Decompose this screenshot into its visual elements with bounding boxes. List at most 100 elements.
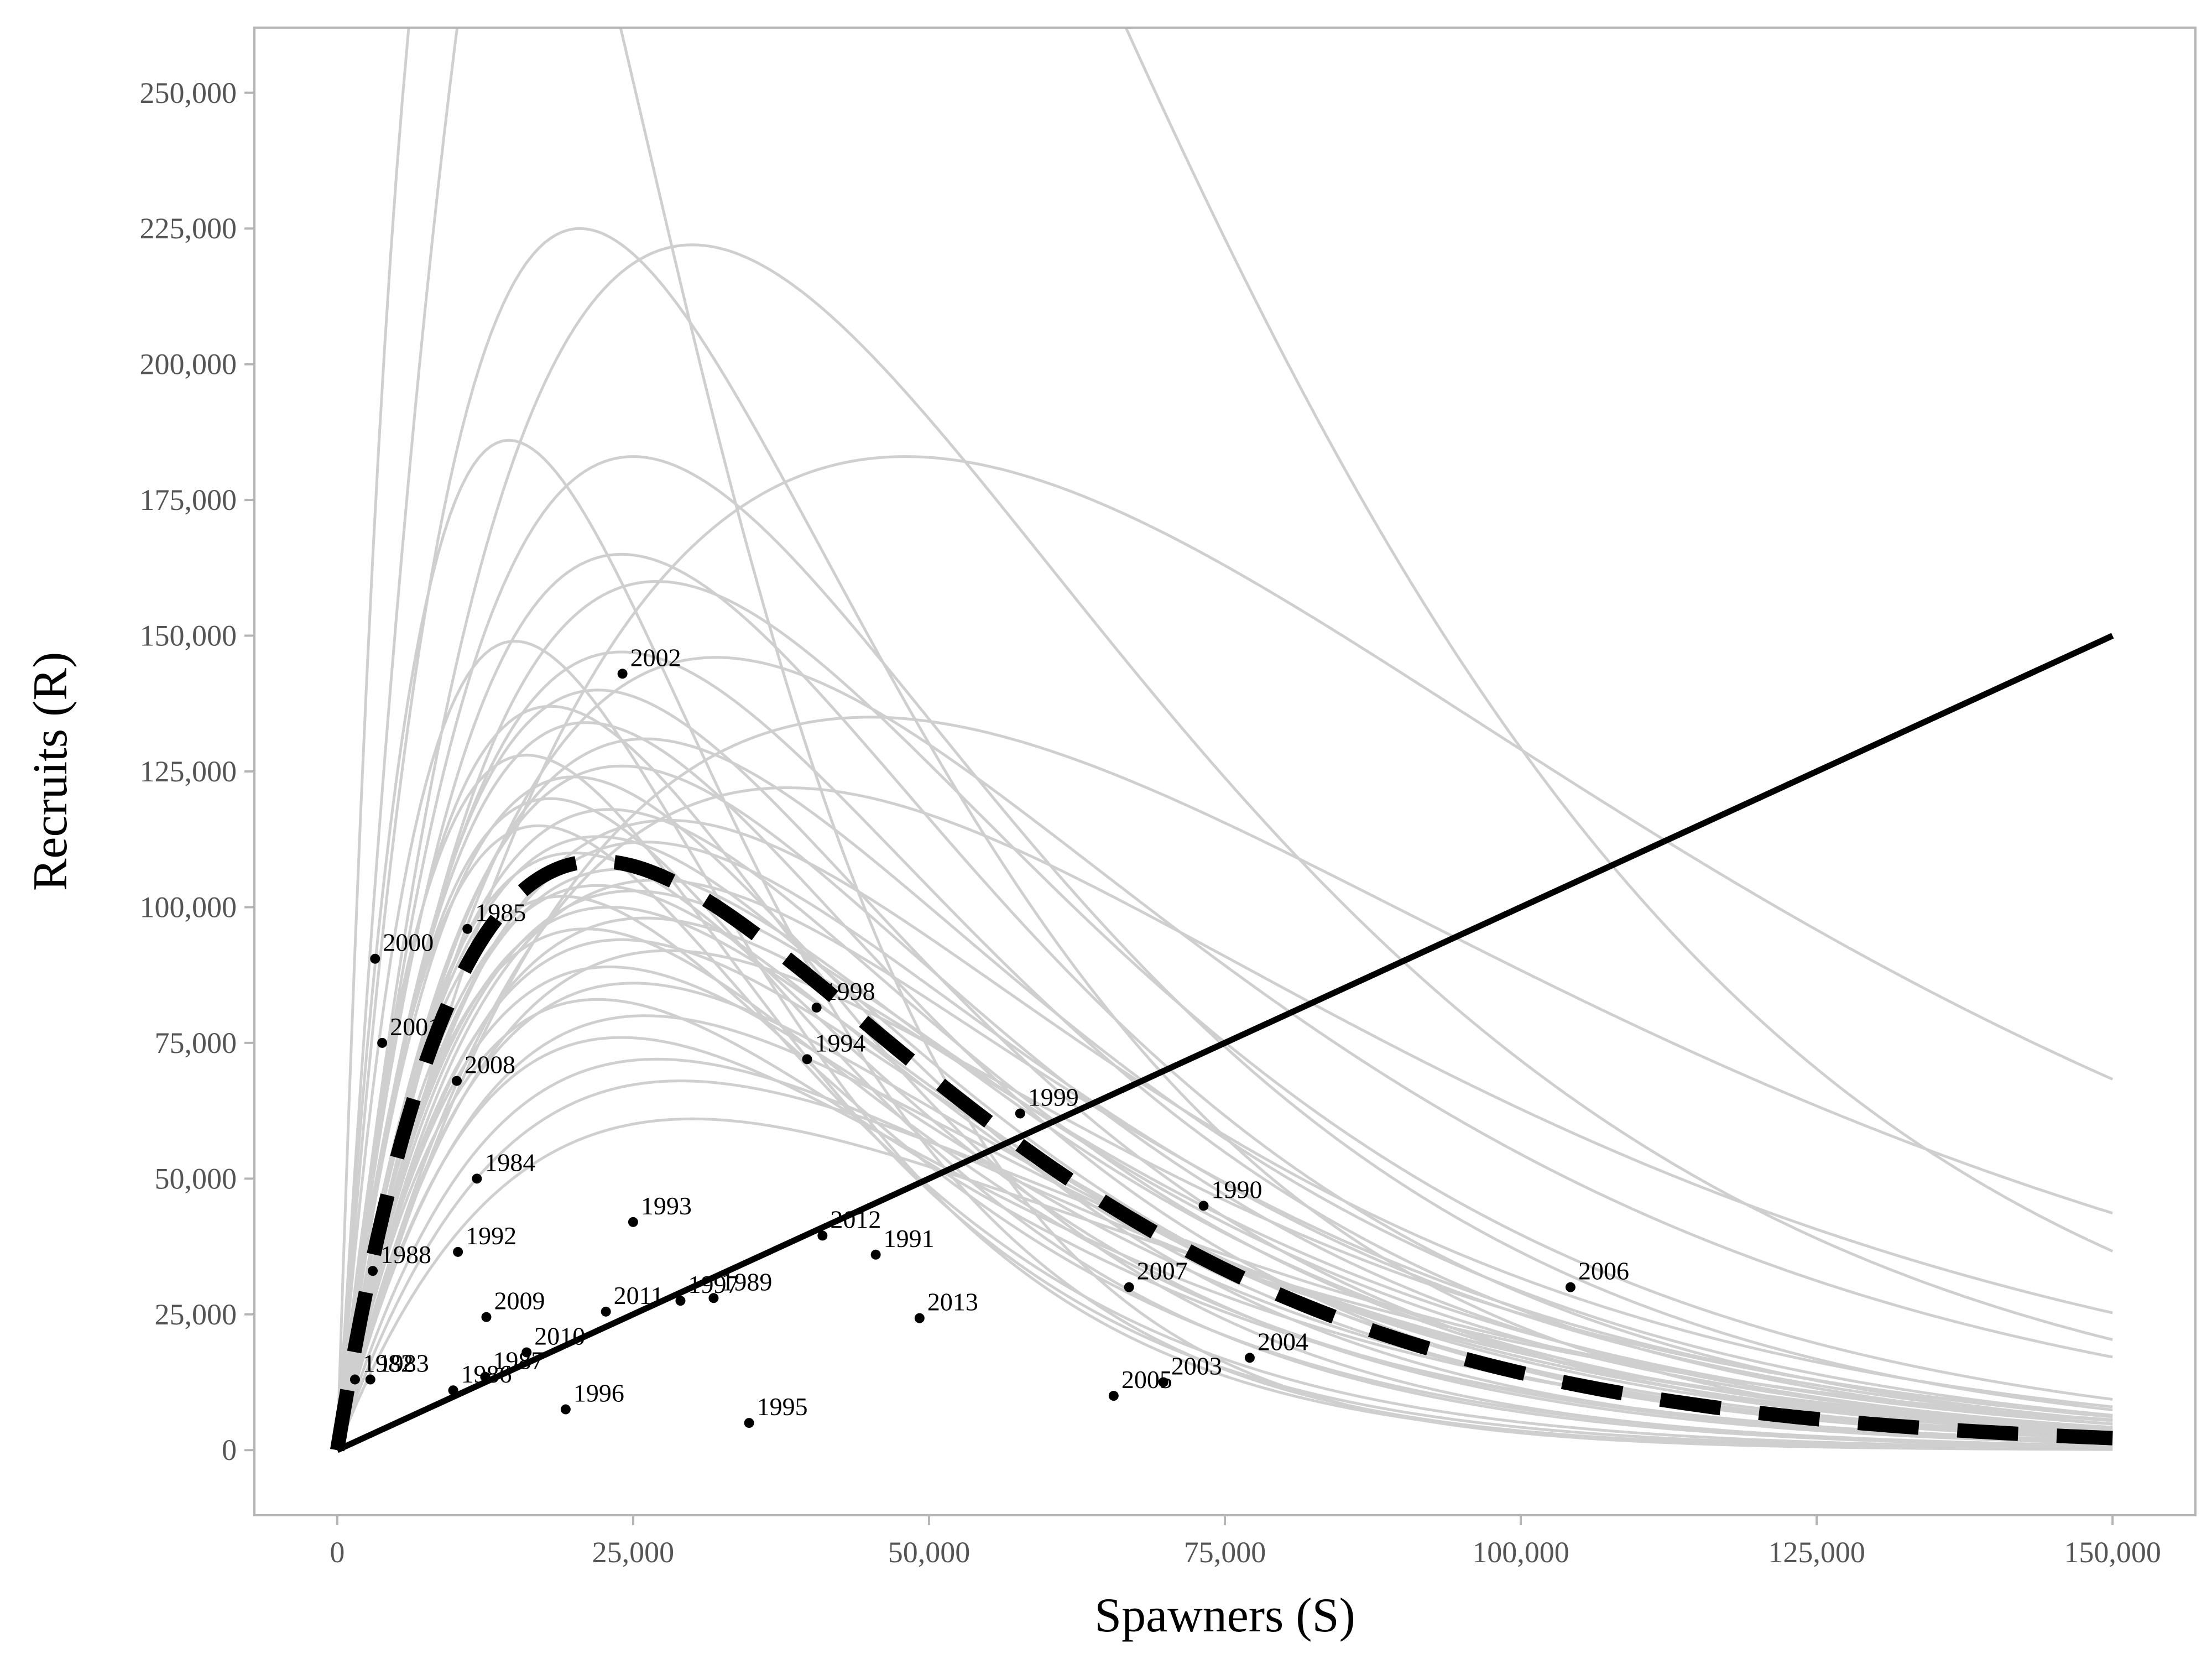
data-point-2006 <box>1565 1282 1575 1292</box>
posterior-curve-9 <box>336 639 2113 1451</box>
point-label-1998: 1998 <box>825 977 875 1005</box>
data-point-1997 <box>675 1296 686 1306</box>
posterior-curve-4 <box>336 455 2114 1451</box>
point-label-2011: 2011 <box>614 1281 664 1310</box>
posterior-curve-31 <box>336 889 2113 1451</box>
data-point-2002 <box>617 669 628 679</box>
point-label-1992: 1992 <box>466 1222 517 1250</box>
posterior-curve-24 <box>336 824 2113 1451</box>
y-tick-label-2: 50,000 <box>155 1162 237 1195</box>
data-point-2003 <box>1158 1377 1168 1387</box>
point-label-2006: 2006 <box>1578 1257 1629 1285</box>
data-point-1995 <box>744 1418 754 1428</box>
posterior-curve-2 <box>336 243 2113 1451</box>
data-point-1986 <box>448 1385 458 1396</box>
point-label-1996: 1996 <box>573 1379 624 1407</box>
median-ricker-curve <box>330 853 2113 1452</box>
posterior-curve-35 <box>336 927 2113 1451</box>
data-point-2000 <box>370 953 380 964</box>
point-label-1985: 1985 <box>475 899 526 927</box>
data-point-2004 <box>1244 1353 1255 1363</box>
x-axis-title: Spawners (S) <box>1094 1589 1355 1642</box>
data-points: 1982198319841985198619871988198919901991… <box>349 643 1629 1428</box>
data-point-2001 <box>377 1037 388 1048</box>
posterior-curve-18 <box>336 764 2113 1451</box>
data-point-1999 <box>1015 1108 1025 1119</box>
point-label-2007: 2007 <box>1137 1257 1188 1285</box>
y-axis-title: Recruits (R) <box>24 652 77 891</box>
axes: 0 25,000 50,000 75,000 100,000 125,000 150,000… <box>140 27 2197 1569</box>
point-label-2008: 2008 <box>465 1051 515 1079</box>
data-point-1988 <box>368 1266 378 1276</box>
point-label-2002: 2002 <box>630 643 681 671</box>
data-point-1992 <box>453 1246 463 1257</box>
point-label-1999: 1999 <box>1028 1083 1079 1112</box>
point-label-2003: 2003 <box>1171 1352 1222 1380</box>
point-label-1990: 1990 <box>1211 1175 1262 1203</box>
point-label-2001: 2001 <box>390 1013 441 1041</box>
data-point-2007 <box>1124 1282 1134 1292</box>
point-label-1989: 1989 <box>721 1267 772 1296</box>
posterior-curve-23 <box>336 818 2113 1451</box>
y-tick-label-6: 150,000 <box>140 619 237 653</box>
reference-lines <box>330 633 2114 1453</box>
point-label-2000: 2000 <box>383 928 434 957</box>
data-point-1993 <box>628 1217 638 1227</box>
point-label-2013: 2013 <box>927 1288 978 1316</box>
x-tick-label-2: 50,000 <box>888 1536 971 1569</box>
data-point-2012 <box>817 1230 828 1241</box>
y-tick-label-8: 200,000 <box>140 348 237 381</box>
data-point-1984 <box>472 1173 482 1184</box>
posterior-curve-17 <box>336 753 2113 1451</box>
data-point-1983 <box>365 1374 375 1385</box>
y-tick-label-0: 0 <box>222 1433 237 1467</box>
data-point-1989 <box>708 1293 719 1303</box>
x-tick-label-5: 125,000 <box>1768 1536 1865 1569</box>
point-label-1984: 1984 <box>484 1148 535 1176</box>
data-point-1990 <box>1198 1201 1209 1211</box>
y-tick-label-10: 250,000 <box>140 76 237 109</box>
point-label-1997: 1997 <box>688 1270 739 1298</box>
x-tick-label-0: 0 <box>330 1536 345 1569</box>
x-tick-label-3: 75,000 <box>1184 1536 1266 1569</box>
posterior-curve-3 <box>336 28 2114 1451</box>
posterior-curve-16 <box>336 737 2113 1451</box>
y-tick-label-4: 100,000 <box>140 890 237 924</box>
y-tick-label-9: 225,000 <box>140 212 237 245</box>
data-point-1994 <box>802 1054 812 1065</box>
posterior-curve-10 <box>336 650 2113 1451</box>
x-tick-label-6: 150,000 <box>2064 1536 2161 1569</box>
point-label-2004: 2004 <box>1258 1327 1308 1355</box>
posterior-curve-6 <box>336 455 2113 1451</box>
posterior-curve-37 <box>336 949 2113 1451</box>
data-point-1982 <box>349 1374 360 1385</box>
data-point-2009 <box>481 1312 492 1322</box>
point-label-1988: 1988 <box>380 1240 431 1269</box>
posterior-curve-14 <box>336 716 2113 1451</box>
data-point-2010 <box>521 1347 532 1358</box>
point-label-1993: 1993 <box>641 1192 692 1220</box>
data-point-1987 <box>480 1371 491 1382</box>
data-point-1991 <box>870 1249 881 1260</box>
point-label-1987: 1987 <box>493 1347 544 1375</box>
point-label-2009: 2009 <box>494 1287 545 1315</box>
point-label-1991: 1991 <box>884 1224 935 1253</box>
data-point-2008 <box>451 1076 462 1086</box>
point-label-2012: 2012 <box>830 1205 881 1233</box>
point-label-1982: 1982 <box>363 1349 414 1378</box>
point-label-1995: 1995 <box>757 1392 808 1421</box>
posterior-curve-11 <box>336 656 2113 1451</box>
point-label-2005: 2005 <box>1121 1365 1172 1394</box>
y-tick-label-1: 25,000 <box>155 1298 237 1331</box>
data-point-2005 <box>1108 1391 1119 1401</box>
data-point-2013 <box>914 1313 925 1323</box>
point-label-1994: 1994 <box>815 1029 865 1057</box>
posterior-curve-40 <box>336 998 2113 1451</box>
y-tick-label-3: 75,000 <box>155 1026 237 1060</box>
y-tick-label-7: 175,000 <box>140 483 237 517</box>
data-point-1985 <box>462 924 473 934</box>
point-label-1983: 1983 <box>378 1349 429 1378</box>
y-tick-label-5: 125,000 <box>140 755 237 788</box>
x-tick-label-4: 100,000 <box>1472 1536 1569 1569</box>
